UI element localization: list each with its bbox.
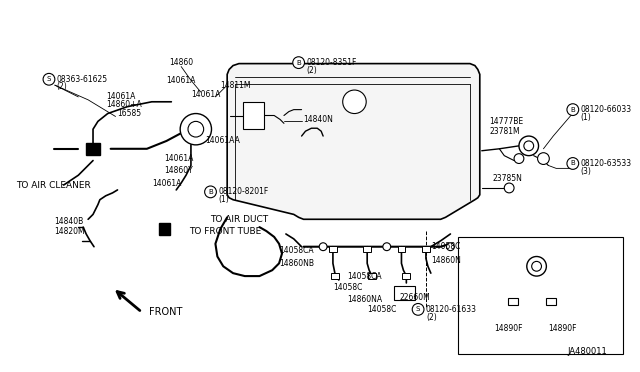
Text: 14840N: 14840N <box>303 115 333 124</box>
Text: 16585: 16585 <box>118 109 141 118</box>
Text: 08363-61625: 08363-61625 <box>57 75 108 84</box>
Bar <box>422 246 430 251</box>
Text: 14890F: 14890F <box>495 324 523 333</box>
Text: 08120-66033: 08120-66033 <box>580 105 632 114</box>
Text: 14061A: 14061A <box>152 179 181 187</box>
Circle shape <box>292 57 305 68</box>
Circle shape <box>532 262 541 271</box>
Circle shape <box>524 141 534 151</box>
Bar <box>397 246 405 251</box>
Text: JA480011: JA480011 <box>567 347 607 356</box>
Text: 14058C: 14058C <box>367 305 397 314</box>
Circle shape <box>504 183 514 193</box>
Text: 14860Y: 14860Y <box>164 166 193 175</box>
Text: 08120-8201F: 08120-8201F <box>218 187 269 196</box>
Text: (2): (2) <box>426 313 436 322</box>
Circle shape <box>205 186 216 198</box>
Text: TO AIR DUCT: TO AIR DUCT <box>211 215 269 224</box>
Text: 08120-61633: 08120-61633 <box>426 305 477 314</box>
Circle shape <box>43 73 55 85</box>
Circle shape <box>188 121 204 137</box>
Text: TO AIR CLEANER: TO AIR CLEANER <box>15 180 90 189</box>
Text: 14061A: 14061A <box>191 90 220 99</box>
Text: 22660M: 22660M <box>399 293 430 302</box>
Polygon shape <box>227 64 480 219</box>
Bar <box>547 298 556 305</box>
Circle shape <box>567 158 579 169</box>
Text: 14777BE: 14777BE <box>490 117 524 126</box>
Text: 14058C: 14058C <box>333 283 362 292</box>
Text: 14061A: 14061A <box>164 154 194 163</box>
Text: 14860N: 14860N <box>431 256 461 265</box>
Circle shape <box>538 153 549 164</box>
Circle shape <box>527 257 547 276</box>
Text: 08120-63533: 08120-63533 <box>580 159 632 168</box>
Circle shape <box>342 90 366 113</box>
Bar <box>243 102 264 129</box>
Text: (2): (2) <box>307 66 317 75</box>
Text: B: B <box>208 189 213 195</box>
Circle shape <box>319 243 327 251</box>
Text: 08120-8351F: 08120-8351F <box>307 58 357 67</box>
Circle shape <box>514 154 524 163</box>
Bar <box>364 246 371 251</box>
Text: TO FRONT TUBE: TO FRONT TUBE <box>189 227 261 235</box>
Text: 14860NA: 14860NA <box>348 295 383 304</box>
Circle shape <box>447 243 454 251</box>
Text: S: S <box>416 307 420 312</box>
Bar <box>458 237 623 355</box>
Bar <box>508 298 518 305</box>
Text: S: S <box>47 76 51 82</box>
Text: 14820M: 14820M <box>54 227 84 235</box>
Circle shape <box>180 113 211 145</box>
Bar <box>331 273 339 279</box>
Text: FRONT: FRONT <box>149 307 182 317</box>
Bar <box>394 286 415 299</box>
Bar <box>329 246 337 251</box>
Circle shape <box>383 243 390 251</box>
Text: (1): (1) <box>580 113 591 122</box>
Text: (2): (2) <box>57 81 68 91</box>
Text: 14811M: 14811M <box>220 81 251 90</box>
Text: 14058CA: 14058CA <box>348 272 382 280</box>
Bar <box>159 223 170 235</box>
Text: 14061A: 14061A <box>106 92 135 102</box>
Text: B: B <box>570 107 575 113</box>
Text: (3): (3) <box>580 167 591 176</box>
Text: 14860+A: 14860+A <box>106 100 141 109</box>
Text: 23785N: 23785N <box>493 174 522 183</box>
Text: B: B <box>296 60 301 65</box>
Text: 23781M: 23781M <box>490 127 520 136</box>
Text: 14061A: 14061A <box>166 76 196 85</box>
Text: 14840B: 14840B <box>54 217 83 226</box>
Text: 14061AA: 14061AA <box>205 137 241 145</box>
Text: 14860NB: 14860NB <box>279 259 314 268</box>
Text: 14058CA: 14058CA <box>279 246 314 255</box>
Text: 14890F: 14890F <box>548 324 577 333</box>
Text: 14058C: 14058C <box>431 242 460 251</box>
Circle shape <box>567 104 579 115</box>
Text: B: B <box>570 160 575 167</box>
Text: 14860: 14860 <box>169 58 193 67</box>
Text: (1): (1) <box>218 195 229 204</box>
Bar <box>368 273 376 279</box>
Circle shape <box>519 136 538 155</box>
Circle shape <box>412 304 424 315</box>
Bar <box>86 143 100 155</box>
Bar <box>403 273 410 279</box>
